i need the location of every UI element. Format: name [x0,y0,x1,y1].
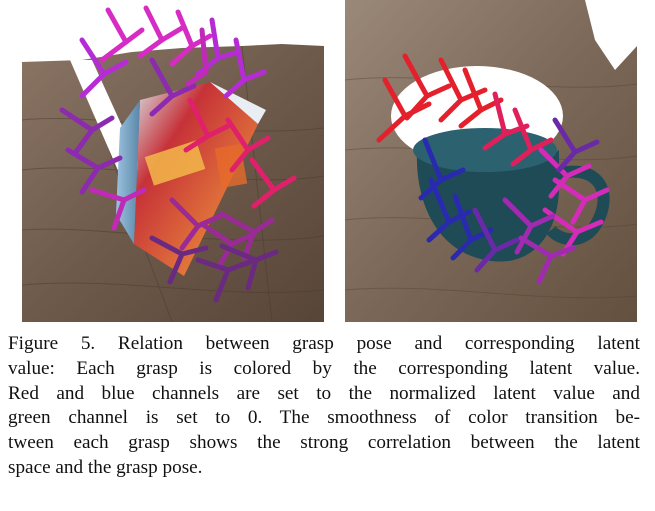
caption-line: space and the grasp pose. [8,456,203,478]
caption-line: Figure 5. Relation between grasp pose an… [8,333,640,354]
caption-line: value: Each grasp is colored by the corr… [8,357,640,379]
mug-grasp-visualization [345,0,637,322]
caption-line: Red and blue channels are set to the nor… [8,382,640,404]
left-scene-image [22,0,324,322]
caption-line: green channel is set to 0. The smoothnes… [8,407,640,429]
caption-line: tween each grasp shows the strong correl… [8,432,640,454]
cracker-box-grasp-visualization [22,0,324,322]
right-scene-image [345,0,637,322]
figure-caption: Figure 5. Relation between grasp pose an… [8,332,640,481]
